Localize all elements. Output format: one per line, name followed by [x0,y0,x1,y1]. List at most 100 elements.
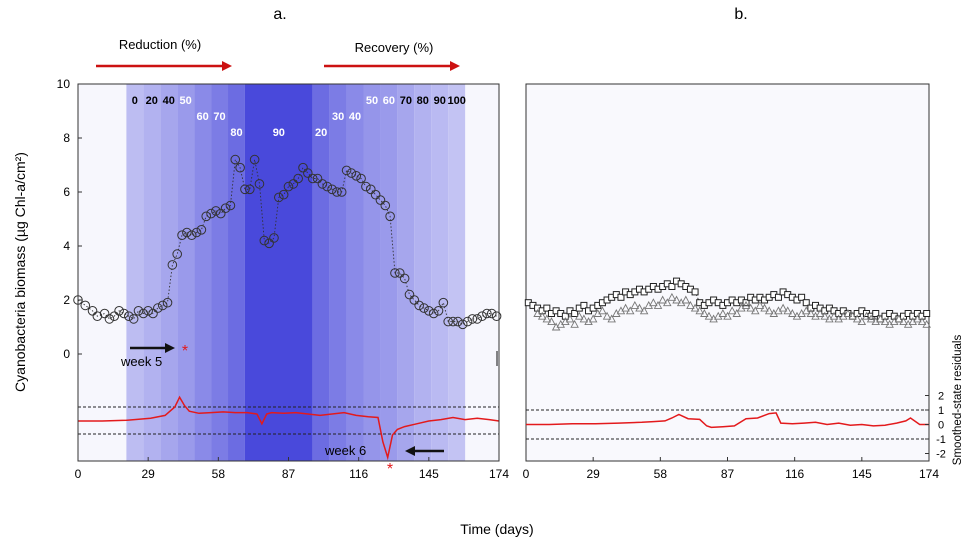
square-point [691,288,699,296]
band-label: 70 [213,111,225,123]
x-tick-label: 174 [919,467,939,481]
biomass-point [428,308,439,319]
triangle-point [760,303,769,312]
band-label: 50 [180,95,192,107]
x-axis-ticks-a: 0 29 58 87 116 145 174 [75,457,509,481]
biomass-point [312,173,323,184]
triangle-point [913,314,922,323]
triangle-point [862,311,871,320]
triangle-point [843,309,853,317]
biomass-point [109,311,120,322]
biomass-point [172,249,183,259]
y-tick-label: 0 [63,347,70,361]
band-label: 90 [434,95,446,107]
treatment-band [211,84,229,461]
triangle-point [686,300,695,309]
week5-label: week 5 [120,354,162,369]
x-tick-label: 58 [212,467,226,481]
biomass-point [424,306,434,316]
biomass-point [303,168,313,178]
residual-tick-label: 0 [938,420,944,432]
triangle-point [667,292,677,301]
y-tick-label: 10 [57,77,71,91]
y-tick-label: 8 [63,131,70,145]
treatment-bands [126,84,466,461]
triangle-point [723,311,732,320]
biomass-point [332,187,342,197]
biomass-point [186,230,197,240]
biomass-point [274,192,284,203]
triangle-point [727,306,737,315]
band-label: 20 [146,95,158,107]
triangle-point [649,298,658,307]
biomass-point [124,311,134,322]
x-tick-label: 0 [523,467,530,481]
triangle-point [852,314,862,323]
residual-tick-label: -1 [936,434,946,446]
biomass-point [341,165,352,176]
biomass-point [414,300,424,311]
biomass-point [438,297,449,308]
triangle-point [801,306,811,315]
biomass-point [375,195,386,205]
biomass-point [230,154,241,165]
biomass-point [283,181,294,192]
week6-arrow-head [405,446,415,456]
residual-tick-label: 1 [938,405,944,417]
triangle-point [681,295,691,304]
biomass-point [143,306,153,316]
triangle-point [806,309,816,317]
biomass-point [467,314,478,324]
square-point [561,312,569,320]
band-label: 30 [332,111,344,123]
biomass-point [182,227,192,238]
x-tick-label: 145 [419,467,439,481]
square-point [802,299,810,307]
week6-label: week 6 [324,443,366,458]
band-label: 60 [196,111,208,123]
triangle-point [917,317,927,326]
biomass-point [133,306,144,316]
biomass-point [201,211,212,222]
treatment-band [363,84,381,461]
square-point [580,301,588,309]
band-label: 80 [230,127,242,139]
residual-tick-label: -2 [936,449,946,461]
band-label: 80 [417,95,429,107]
treatment-band [194,84,212,461]
x-tick-label: 174 [489,467,509,481]
biomass-point [191,227,202,238]
band-label: 20 [315,127,327,139]
triangle-point [542,314,552,323]
triangle-point [639,306,649,315]
residual-line-a [78,395,500,461]
triangle-point [732,309,742,317]
biomass-point [486,308,497,319]
triangle-point [700,309,709,317]
biomass-point [462,316,473,327]
x-tick-label: 145 [852,467,872,481]
triangle-point [635,303,644,312]
week5-arrow-head [165,343,175,353]
triangle-point [778,303,788,312]
biomass-point [380,200,391,211]
biomass-point [206,208,216,219]
biomass-point [336,187,347,197]
y-axis-label: Cyanobacteria biomass (µg Chl-a/cm²) [12,152,28,392]
triangle-point [690,303,700,312]
x-tick-label: 87 [721,467,735,481]
triangle-point [653,300,663,309]
x-tick-label: 116 [349,467,368,481]
triangle-point [894,314,904,323]
reduction-arrow-head [222,61,232,71]
triangle-point [880,317,890,326]
week5-star: * [182,343,188,360]
biomass-point [104,314,115,324]
band-label: 40 [163,95,175,107]
triangle-point [848,311,857,320]
biomass-point [87,306,98,316]
week6-star: * [387,461,393,478]
triangle-point [565,314,575,323]
y-tick-label: 2 [63,293,70,307]
